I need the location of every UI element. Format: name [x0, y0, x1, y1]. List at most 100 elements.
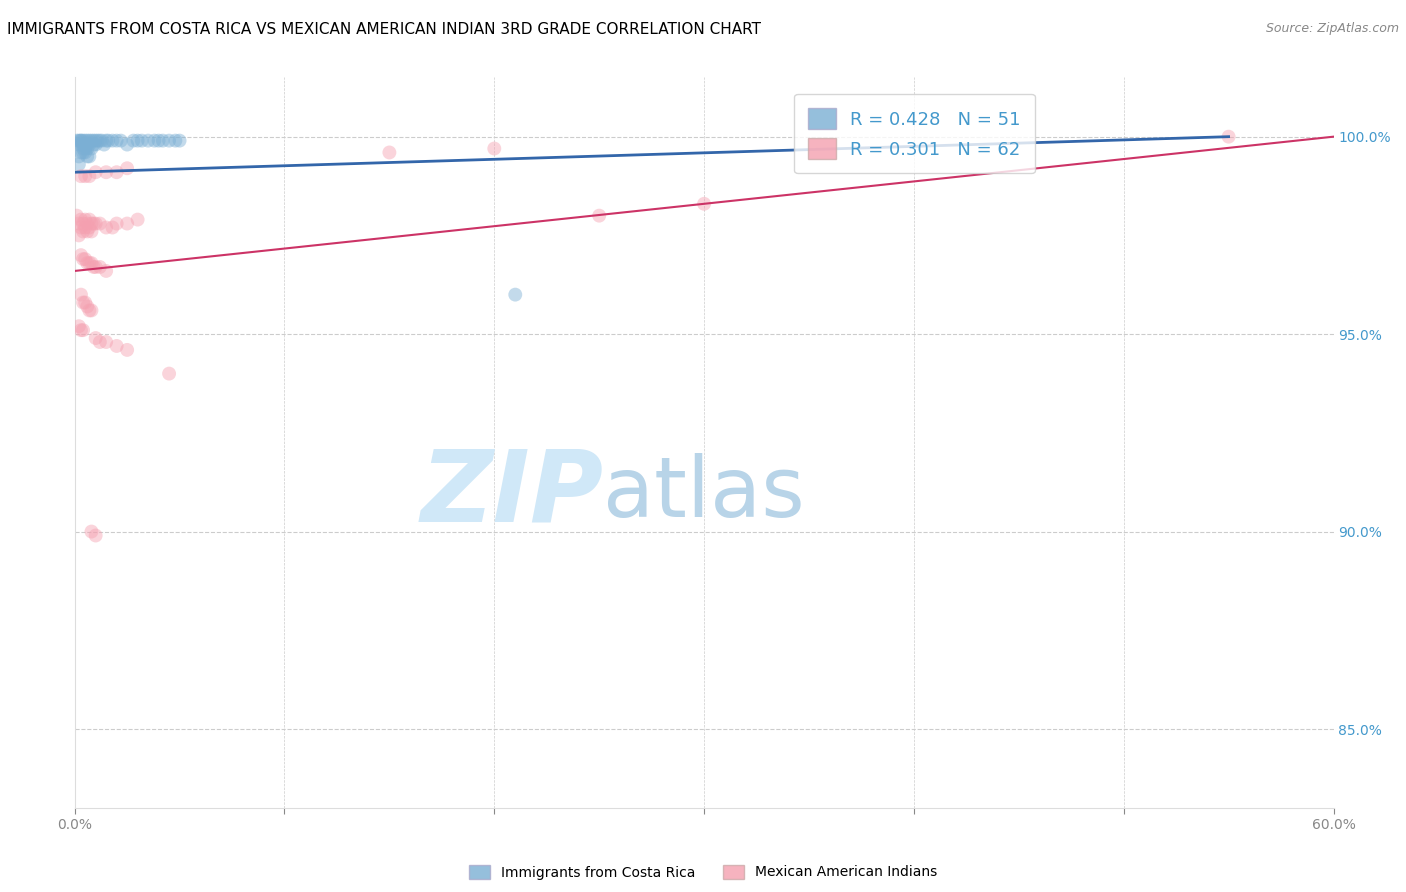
Point — [84, 217, 107, 231]
Point — [157, 134, 180, 148]
Point — [80, 134, 103, 148]
Point — [94, 165, 117, 179]
Point — [94, 264, 117, 278]
Point — [67, 228, 90, 243]
Point — [83, 134, 105, 148]
Point — [148, 134, 170, 148]
Point — [152, 134, 174, 148]
Point — [94, 220, 117, 235]
Point — [66, 209, 89, 223]
Point — [72, 145, 94, 160]
Point — [503, 287, 526, 301]
Point — [75, 137, 97, 152]
Point — [76, 256, 98, 270]
Point — [72, 323, 94, 337]
Text: Source: ZipAtlas.com: Source: ZipAtlas.com — [1265, 22, 1399, 36]
Point — [84, 137, 107, 152]
Point — [378, 145, 401, 160]
Point — [75, 169, 97, 183]
Point — [75, 252, 97, 266]
Point — [80, 224, 103, 238]
Point — [67, 319, 90, 334]
Point — [110, 134, 132, 148]
Point — [84, 165, 107, 179]
Point — [80, 217, 103, 231]
Point — [70, 287, 93, 301]
Point — [76, 134, 98, 148]
Point — [89, 260, 111, 274]
Point — [75, 212, 97, 227]
Point — [89, 217, 111, 231]
Point — [79, 212, 101, 227]
Point — [93, 137, 115, 152]
Point — [75, 220, 97, 235]
Point — [76, 149, 98, 163]
Point — [75, 134, 97, 148]
Point — [693, 196, 716, 211]
Point — [75, 142, 97, 156]
Point — [83, 260, 105, 274]
Point — [72, 137, 94, 152]
Point — [127, 134, 149, 148]
Point — [76, 217, 98, 231]
Point — [136, 134, 159, 148]
Point — [89, 134, 111, 148]
Legend: R = 0.428   N = 51, R = 0.301   N = 62: R = 0.428 N = 51, R = 0.301 N = 62 — [794, 94, 1035, 173]
Point — [80, 524, 103, 539]
Point — [70, 134, 93, 148]
Point — [94, 134, 117, 148]
Point — [67, 137, 90, 152]
Point — [79, 134, 101, 148]
Point — [70, 220, 93, 235]
Point — [67, 217, 90, 231]
Point — [84, 528, 107, 542]
Point — [143, 134, 166, 148]
Point — [79, 137, 101, 152]
Point — [1218, 129, 1240, 144]
Point — [67, 134, 90, 148]
Point — [105, 165, 128, 179]
Point — [67, 149, 90, 163]
Point — [80, 142, 103, 156]
Point — [79, 169, 101, 183]
Point — [105, 217, 128, 231]
Point — [157, 367, 180, 381]
Point — [70, 212, 93, 227]
Point — [75, 145, 97, 160]
Text: atlas: atlas — [603, 453, 806, 534]
Point — [72, 134, 94, 148]
Point — [87, 134, 110, 148]
Point — [131, 134, 153, 148]
Point — [72, 295, 94, 310]
Point — [79, 303, 101, 318]
Point — [70, 248, 93, 262]
Point — [94, 334, 117, 349]
Point — [115, 161, 138, 176]
Point — [70, 137, 93, 152]
Point — [83, 217, 105, 231]
Point — [115, 137, 138, 152]
Point — [76, 137, 98, 152]
Point — [84, 134, 107, 148]
Point — [127, 212, 149, 227]
Point — [84, 331, 107, 345]
Point — [484, 142, 506, 156]
Point — [80, 256, 103, 270]
Point — [79, 149, 101, 163]
Point — [115, 343, 138, 357]
Point — [91, 134, 114, 148]
Point — [115, 217, 138, 231]
Text: IMMIGRANTS FROM COSTA RICA VS MEXICAN AMERICAN INDIAN 3RD GRADE CORRELATION CHAR: IMMIGRANTS FROM COSTA RICA VS MEXICAN AM… — [7, 22, 761, 37]
Point — [169, 134, 191, 148]
Point — [89, 334, 111, 349]
Point — [101, 134, 124, 148]
Point — [75, 295, 97, 310]
Point — [101, 220, 124, 235]
Point — [79, 256, 101, 270]
Point — [76, 142, 98, 156]
Point — [67, 157, 90, 171]
Point — [165, 134, 187, 148]
Point — [588, 209, 610, 223]
Point — [72, 217, 94, 231]
Point — [72, 142, 94, 156]
